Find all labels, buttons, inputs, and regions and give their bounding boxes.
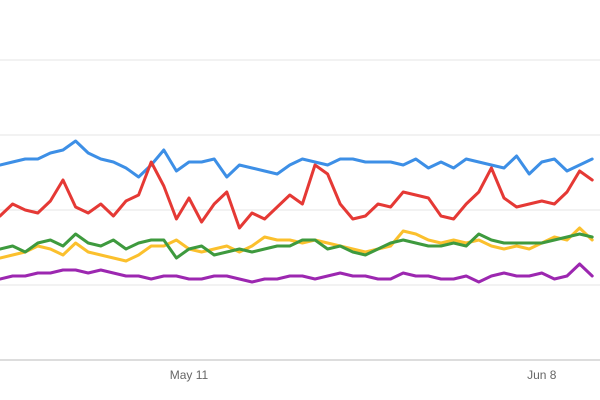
- series-line: [0, 232, 594, 260]
- series-line: [0, 160, 594, 230]
- x-tick-label: May 11: [170, 368, 209, 382]
- x-tick-label: Jun 8: [527, 368, 557, 382]
- series-line: [0, 262, 594, 284]
- series-line: [0, 139, 594, 179]
